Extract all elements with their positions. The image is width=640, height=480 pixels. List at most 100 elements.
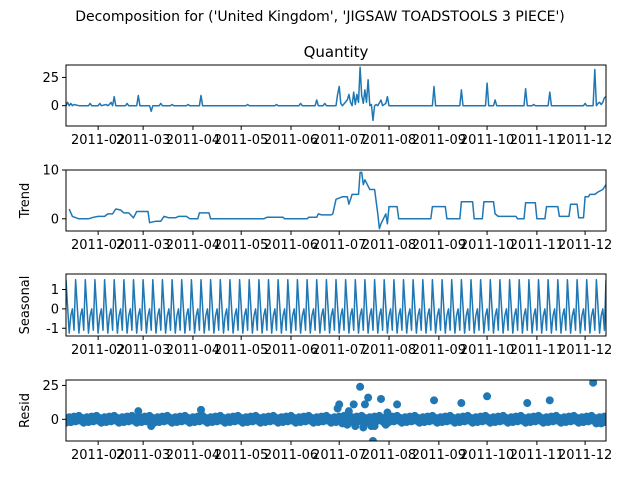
resid-point [368, 437, 377, 441]
xtick-label: 2011-06 [264, 133, 318, 148]
panel-seasonal: -1012011-022011-032011-042011-052011-062… [18, 273, 612, 358]
xtick-label: 2011-08 [362, 133, 416, 148]
xtick-label: 2011-04 [166, 133, 220, 148]
xtick-label: 2011-10 [460, 133, 514, 148]
plot-area-resid [66, 380, 606, 441]
panel-observed: 0252011-022011-032011-042011-052011-0620… [42, 43, 612, 148]
trend-series-line [68, 171, 606, 230]
xtick-label: 2011-02 [71, 238, 125, 253]
resid-point [483, 392, 492, 401]
xtick-label: 2011-03 [116, 238, 170, 253]
resid-point [351, 422, 360, 431]
xtick-label: 2011-09 [412, 238, 466, 253]
xtick-label: 2011-10 [460, 238, 514, 253]
ylabel-resid: Resid [18, 393, 33, 428]
resid-point [134, 407, 143, 416]
ytick-label: 1 [51, 283, 59, 298]
resid-point [356, 382, 365, 391]
xtick-label: 2011-11 [510, 133, 564, 148]
xtick-label: 2011-07 [312, 133, 366, 148]
xtick-label: 2011-04 [166, 343, 220, 358]
resid-point [364, 393, 373, 402]
observed-series-line [66, 66, 606, 122]
ylabel-trend: Trend [18, 183, 33, 220]
resid-point [430, 396, 439, 405]
xtick-label: 2011-08 [362, 448, 416, 463]
resid-point [344, 407, 353, 416]
xtick-label: 2011-09 [412, 343, 466, 358]
plot-area-trend [68, 171, 606, 230]
ytick-label: 25 [42, 379, 59, 394]
ytick-label: 0 [51, 212, 59, 227]
resid-point [343, 420, 352, 429]
xtick-label: 2011-05 [214, 448, 268, 463]
xtick-label: 2011-12 [558, 448, 612, 463]
xtick-label: 2011-05 [214, 343, 268, 358]
axes-frame-trend [65, 169, 607, 232]
resid-point [381, 420, 390, 429]
xtick-label: 2011-11 [510, 238, 564, 253]
axes-frame-resid [65, 379, 607, 442]
xtick-label: 2011-03 [116, 448, 170, 463]
resid-point [349, 400, 358, 409]
figure-title: Decomposition for ('United Kingdom', 'JI… [75, 9, 565, 25]
ytick-label: 0 [51, 99, 59, 114]
ytick-label: 10 [42, 164, 59, 179]
xtick-label: 2011-04 [166, 448, 220, 463]
xtick-label: 2011-10 [460, 343, 514, 358]
plot-area-seasonal [66, 279, 606, 334]
xtick-label: 2011-07 [312, 343, 366, 358]
xtick-label: 2011-12 [558, 133, 612, 148]
axes-frame-observed [65, 64, 607, 127]
xtick-label: 2011-03 [116, 133, 170, 148]
xtick-label: 2011-02 [71, 133, 125, 148]
axes-frame-seasonal [65, 273, 607, 337]
xtick-label: 2011-08 [362, 238, 416, 253]
resid-point [600, 418, 606, 427]
xtick-label: 2011-10 [460, 448, 514, 463]
xtick-label: 2011-02 [71, 448, 125, 463]
xtick-label: 2011-07 [312, 448, 366, 463]
xtick-label: 2011-12 [558, 238, 612, 253]
panel-title: Quantity [304, 43, 369, 61]
resid-point [66, 418, 75, 427]
panel-resid: 0252011-022011-032011-042011-052011-0620… [18, 379, 612, 463]
xtick-label: 2011-04 [166, 238, 220, 253]
xtick-label: 2011-06 [264, 238, 318, 253]
resid-point [359, 423, 368, 432]
resid-point [370, 422, 379, 431]
xtick-label: 2011-05 [214, 238, 268, 253]
xtick-label: 2011-11 [510, 343, 564, 358]
resid-point [589, 380, 598, 387]
resid-point [360, 400, 369, 409]
panel-trend: 0102011-022011-032011-042011-052011-0620… [18, 164, 612, 254]
xtick-label: 2011-06 [264, 448, 318, 463]
resid-point [335, 400, 344, 409]
ytick-label: 25 [42, 71, 59, 86]
xtick-label: 2011-02 [71, 343, 125, 358]
resid-point [377, 394, 385, 403]
resid-point [523, 399, 532, 408]
resid-point [457, 399, 466, 408]
xtick-label: 2011-09 [412, 133, 466, 148]
xtick-label: 2011-09 [412, 448, 466, 463]
seasonal-series-line [66, 279, 606, 334]
ytick-label: -1 [46, 322, 59, 337]
plot-area-observed [66, 66, 606, 122]
resid-point [197, 405, 205, 414]
resid-point [383, 408, 392, 417]
panels: 0252011-022011-032011-042011-052011-0620… [18, 43, 612, 463]
resid-point [147, 422, 156, 431]
xtick-label: 2011-11 [510, 448, 564, 463]
resid-point [545, 396, 554, 405]
resid-point [393, 400, 402, 409]
xtick-label: 2011-08 [362, 343, 416, 358]
ytick-label: 0 [51, 413, 59, 428]
xtick-label: 2011-12 [558, 343, 612, 358]
ylabel-seasonal: Seasonal [18, 276, 33, 335]
xtick-label: 2011-06 [264, 343, 318, 358]
xtick-label: 2011-07 [312, 238, 366, 253]
xtick-label: 2011-03 [116, 343, 170, 358]
xtick-label: 2011-05 [214, 133, 268, 148]
